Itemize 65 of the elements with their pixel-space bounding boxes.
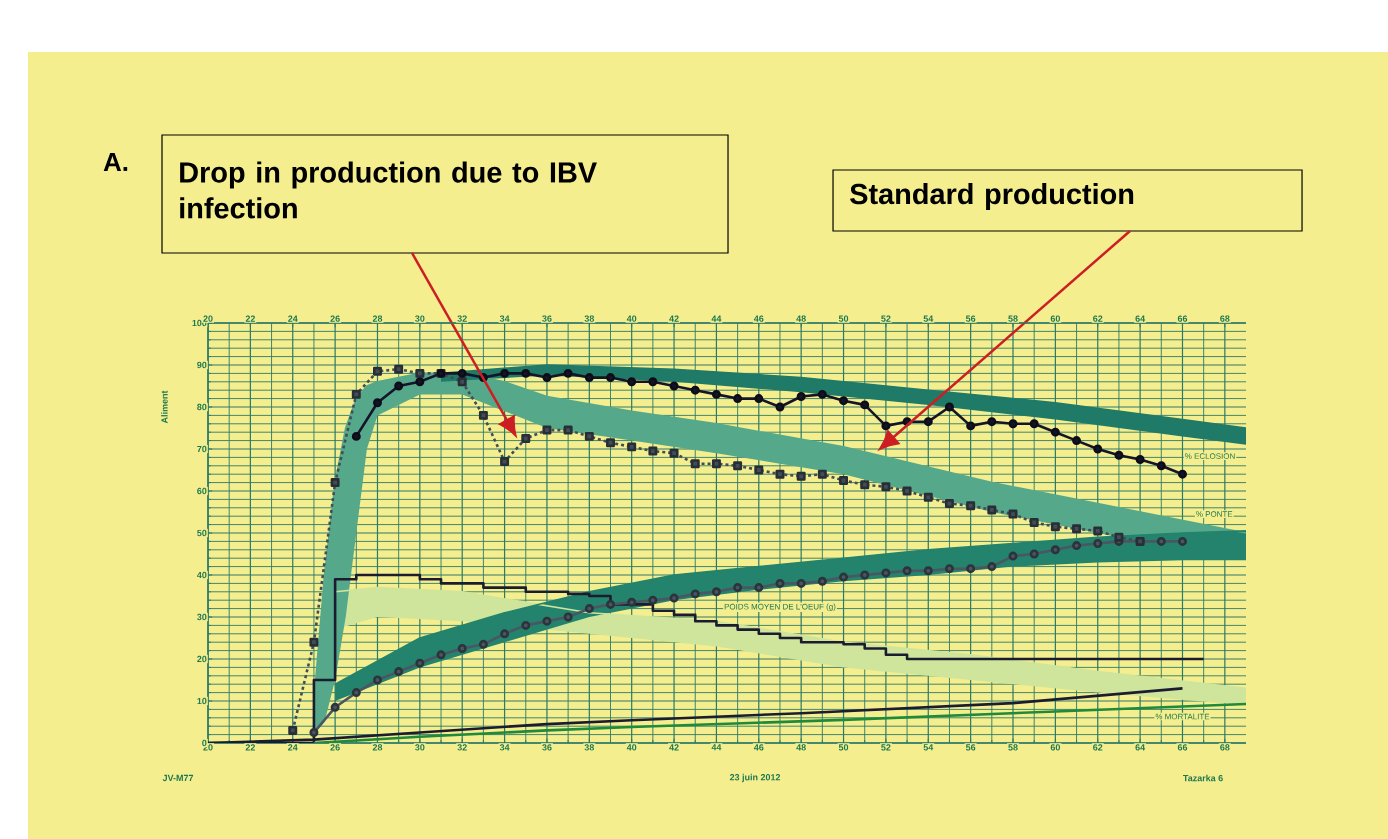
y-tick-label: 90 (197, 361, 207, 369)
x2-tick-label: 22 (245, 315, 255, 322)
text: 23 juin 2012 (729, 773, 781, 783)
x-tick-label: 46 (753, 744, 764, 751)
x-tick-label: 32 (457, 744, 467, 751)
x2-tick-label: 52 (881, 315, 891, 322)
x2-tick-label: 48 (796, 315, 806, 322)
y-tick-label: 0 (202, 739, 207, 747)
x-tick-label: 60 (1050, 744, 1060, 751)
x2-tick-label: 58 (1008, 315, 1018, 322)
y-tick-label: 10 (197, 697, 207, 705)
x2-tick-label: 50 (838, 315, 849, 322)
x-tick-label: 36 (542, 744, 552, 751)
x2-tick-label: 38 (584, 315, 595, 322)
x-tick-label: 62 (1093, 744, 1103, 751)
x2-tick-label: 32 (457, 315, 467, 322)
x-tick-label: 24 (288, 744, 298, 751)
x-tick-label: 54 (923, 744, 934, 751)
text: Tazarka 6 (1183, 774, 1223, 782)
y-tick-label: 70 (197, 445, 207, 453)
y-tick-label: 40 (196, 571, 207, 579)
x-tick-label: 50 (838, 744, 849, 751)
x2-tick-label: 26 (330, 315, 340, 322)
x2-tick-label: 56 (965, 315, 976, 322)
y-tick-label: 60 (197, 487, 207, 495)
text: Drop in production due to IBV infection (180, 161, 597, 219)
x2-tick-label: 54 (923, 315, 934, 322)
y-tick-label: 20 (197, 655, 207, 663)
x2-tick-label: 64 (1135, 315, 1146, 322)
x2-tick-label: 42 (669, 315, 679, 322)
text: A. (103, 153, 128, 171)
x2-tick-label: 24 (288, 315, 298, 322)
y-tick-label: 50 (197, 529, 207, 537)
x-tick-label: 26 (330, 744, 340, 751)
x2-tick-label: 62 (1093, 315, 1103, 322)
x-tick-label: 22 (245, 744, 255, 751)
y-tick-label: 80 (197, 403, 207, 411)
x-tick-label: 48 (796, 744, 806, 751)
x2-tick-label: 46 (753, 315, 764, 322)
x-tick-label: 42 (669, 744, 679, 751)
x-tick-label: 40 (626, 744, 637, 751)
x-tick-label: 64 (1135, 744, 1146, 751)
x2-tick-label: 60 (1050, 315, 1060, 322)
x-tick-label: 34 (499, 744, 510, 751)
x2-tick-label: 30 (415, 315, 425, 322)
x-tick-label: 68 (1220, 744, 1230, 751)
x-tick-label: 44 (711, 744, 722, 751)
y-axis-title: Aliment (161, 390, 168, 424)
x-tick-label: 58 (1008, 744, 1018, 751)
x-tick-label: 56 (965, 744, 976, 751)
text: JV-M77 (162, 774, 194, 782)
x-tick-label: 28 (372, 744, 383, 751)
x-tick-label: 52 (881, 744, 891, 751)
x2-tick-label: 66 (1177, 315, 1188, 322)
y-tick-label: 30 (197, 613, 207, 621)
x2-tick-label: 34 (499, 315, 510, 322)
x-tick-label: 30 (415, 744, 425, 751)
x-tick-label: 38 (584, 744, 595, 751)
x2-tick-label: 28 (372, 315, 383, 322)
x2-tick-label: 40 (626, 315, 637, 322)
x2-tick-label: 44 (711, 315, 722, 322)
text: Standard production (850, 183, 1134, 210)
x2-tick-label: 36 (542, 315, 552, 322)
x2-tick-label: 68 (1220, 315, 1230, 322)
x-tick-label: 66 (1177, 744, 1188, 751)
